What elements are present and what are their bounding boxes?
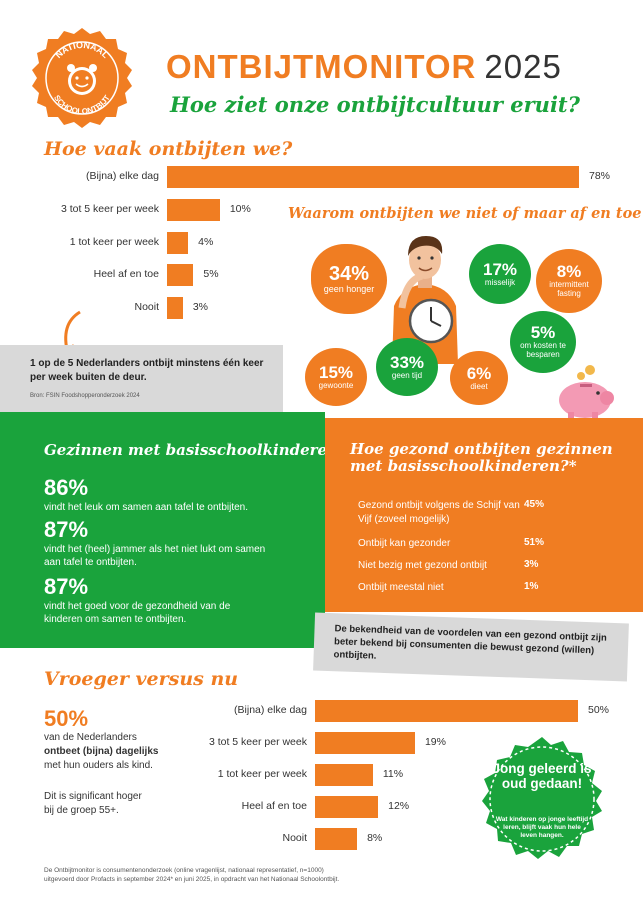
bar-label: 1 tot keer per week xyxy=(69,235,159,248)
frequency-chart-title: Hoe vaak ontbijten we? xyxy=(44,138,293,160)
reason-diet: 6% dieet xyxy=(450,351,508,405)
healthy-row-1-value: 45% xyxy=(524,499,545,510)
footnote-line-1: De Ontbijtmonitor is consumentenonderzoe… xyxy=(44,867,324,874)
then-now-line-1: van de Nederlanders xyxy=(44,732,137,743)
reason-intermittent-fasting: 8% intermittent fasting xyxy=(536,249,602,313)
callout-awareness: De bekendheid van de voordelen van een g… xyxy=(313,612,629,682)
then-now-line-4: Dit is significant hoger xyxy=(44,791,142,802)
callout-text: 1 op de 5 Nederlanders ontbijt minstens … xyxy=(30,358,264,383)
bar xyxy=(315,732,415,754)
bar-label: 3 tot 5 keer per week xyxy=(60,202,159,215)
then-now-line-5: bij de groep 55+. xyxy=(44,805,119,816)
bar-label: 3 tot 5 keer per week xyxy=(208,736,307,748)
piggy-bank-icon xyxy=(559,365,614,422)
why-title: Waarom ontbijten we niet of maar af en t… xyxy=(288,205,643,222)
then-now-line-3: met hun ouders als kind. xyxy=(44,760,153,771)
seal-text: Wat kinderen op jonge leeftijd leren, bl… xyxy=(495,816,589,840)
bar xyxy=(315,700,578,722)
seal-title: Jong geleerd is oud gedaan! xyxy=(492,761,592,791)
reason-no-time: 33% geen tijd xyxy=(376,338,438,396)
families-stat-1-text: vindt het leuk om samen aan tafel te ont… xyxy=(44,502,249,513)
footnote-line-2: uitgevoerd door Profacts in september 20… xyxy=(44,876,340,884)
healthy-row-3-label: Niet bezig met gezond ontbijt xyxy=(358,560,487,571)
seal-badge xyxy=(482,737,602,859)
callout-awareness-text: De bekendheid van de voordelen van een g… xyxy=(333,623,607,662)
bar-label: (Bijna) elke dag xyxy=(86,170,159,182)
bar-value-label: 50% xyxy=(588,704,610,716)
bar-value-label: 11% xyxy=(382,768,404,780)
healthy-row-1-label: Gezond ontbijt volgens de Schijf van Vij… xyxy=(358,500,520,525)
bar-value-label: 8% xyxy=(367,832,383,844)
bar-value-label: 19% xyxy=(424,736,446,748)
then-now-pct: 50% xyxy=(44,706,89,731)
then-now-title: Vroeger versus nu xyxy=(44,668,239,690)
bar-value-label: 78% xyxy=(589,170,611,182)
bar xyxy=(167,166,579,188)
bar xyxy=(315,828,358,850)
bar-label: Heel af en toe xyxy=(93,268,159,281)
healthy-title: Hoe gezond ontbijten gezinnen met basiss… xyxy=(350,440,613,475)
bar xyxy=(167,198,220,221)
families-stat-2-pct: 87% xyxy=(44,517,89,542)
healthy-row-4-label: Ontbijt meestal niet xyxy=(358,582,444,593)
page-title: ONTBIJTMONITOR 2025 xyxy=(166,48,562,86)
bar xyxy=(315,764,373,786)
bar-label: Nooit xyxy=(134,301,159,314)
bar xyxy=(167,264,194,287)
callout-source: Bron: FSIN Foodshopperonderzoek 2024 xyxy=(30,393,140,399)
brand-name: ONTBIJTMONITOR xyxy=(166,48,477,85)
families-title: Gezinnen met basisschoolkinderen xyxy=(44,441,338,459)
bar xyxy=(167,297,183,320)
reason-nauseous: 17% misselijk xyxy=(469,244,531,304)
reason-no-hunger: 34% geen honger xyxy=(311,244,387,314)
healthy-row-2-label: Ontbijt kan gezonder xyxy=(358,538,451,549)
healthy-row-4-value: 1% xyxy=(524,581,539,592)
bar-label: (Bijna) elke dag xyxy=(234,704,307,716)
families-stat-3-pct: 87% xyxy=(44,574,89,599)
then-now-line-2: ontbeet (bijna) dagelijks xyxy=(44,746,159,757)
page-subtitle: Hoe ziet onze ontbijtcultuur eruit? xyxy=(170,92,580,117)
bar-label: Nooit xyxy=(282,832,307,844)
bar xyxy=(167,231,189,254)
bar-value-label: 12% xyxy=(388,800,410,812)
footnote: De Ontbijtmonitor is consumentenonderzoe… xyxy=(44,866,339,884)
families-panel xyxy=(0,412,325,648)
families-stat-1-pct: 86% xyxy=(44,475,89,500)
bar xyxy=(315,796,379,818)
bar-label: 1 tot keer per week xyxy=(217,768,307,780)
healthy-panel xyxy=(325,418,643,612)
brand-year: 2025 xyxy=(484,48,562,85)
reason-save-costs: 5% om kosten te besparen xyxy=(510,311,576,373)
bar-value-label: 5% xyxy=(203,268,219,281)
reason-habit: 15% gewoonte xyxy=(305,348,367,406)
bar-value-label: 3% xyxy=(192,301,209,314)
nationaal-schoolontbijt-logo: NATIONAAL SCHOOLONTBIJT xyxy=(32,28,132,128)
clock-icon xyxy=(408,298,454,344)
families-stat-2-text: vindt het (heel) jammer als het niet luk… xyxy=(44,544,266,568)
families-stat-3-text: vindt het goed voor de gezondheid van de… xyxy=(44,601,231,625)
bar-value-label: 4% xyxy=(198,235,214,248)
healthy-row-2-value: 51% xyxy=(524,537,545,548)
callout-breakfast-outside: 1 op de 5 Nederlanders ontbijt minstens … xyxy=(0,345,283,412)
bar-value-label: 10% xyxy=(229,202,251,215)
healthy-row-3-value: 3% xyxy=(524,559,539,570)
bar-label: Heel af en toe xyxy=(241,800,307,812)
